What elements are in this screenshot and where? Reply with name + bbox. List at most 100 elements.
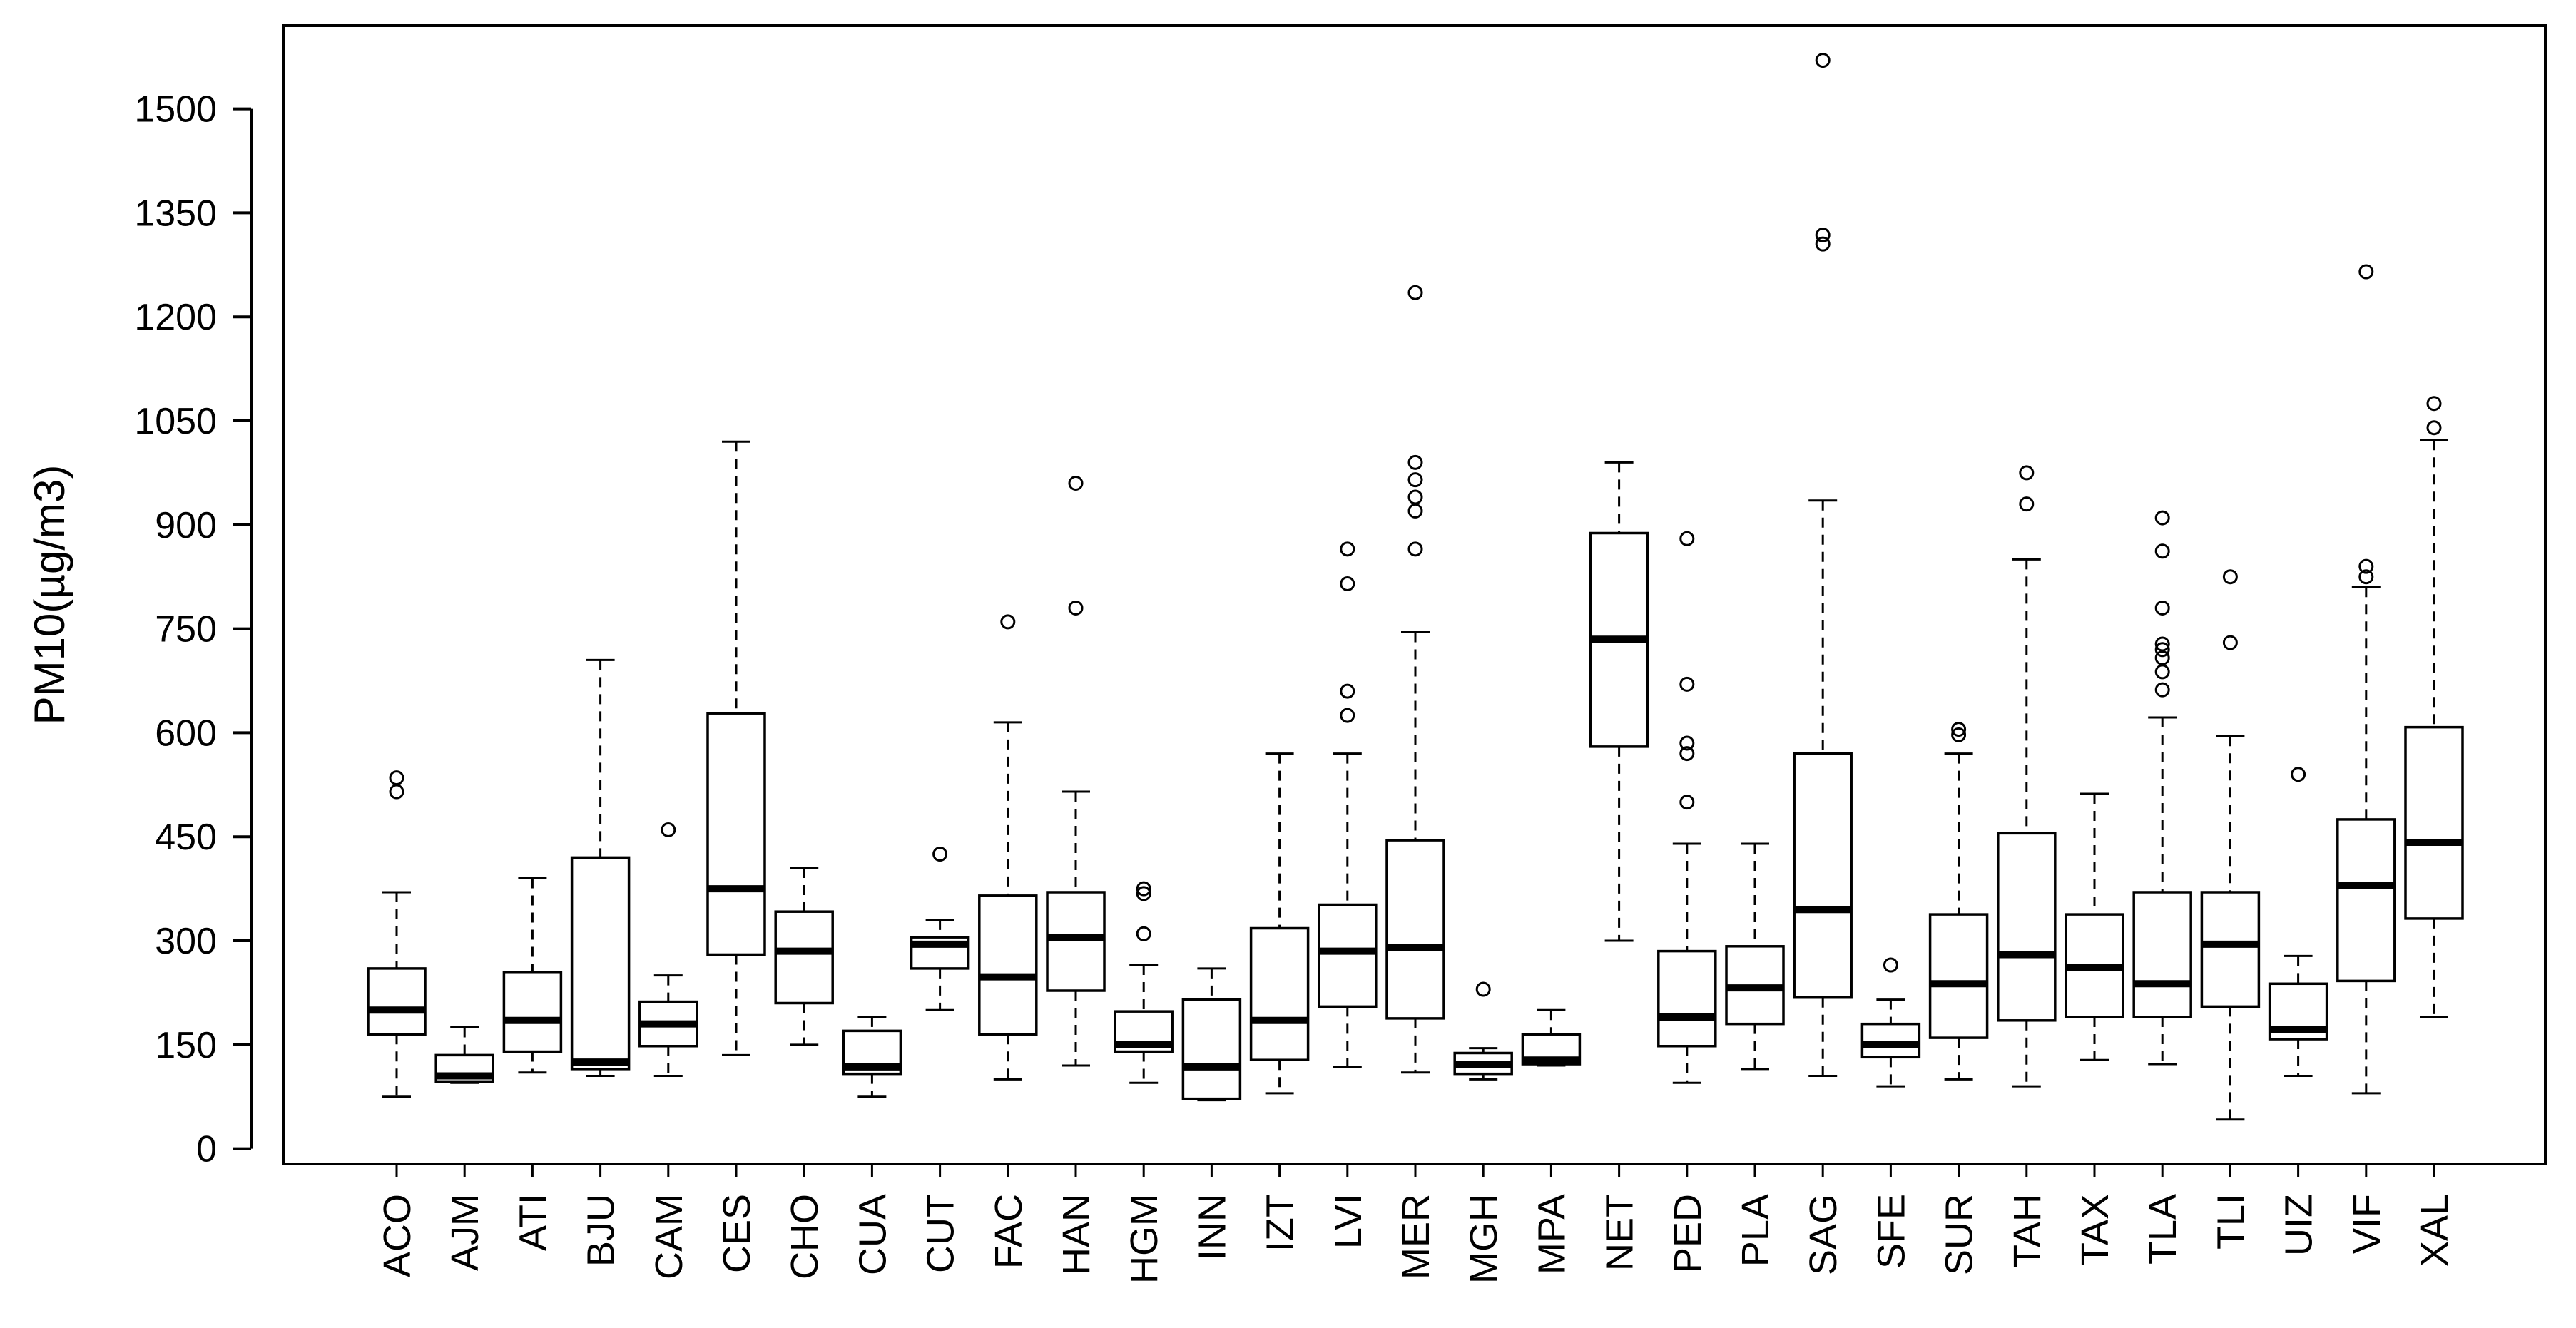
- iqr-box: [1249, 926, 1310, 1061]
- x-tick-label: INN: [1191, 1194, 1233, 1260]
- y-tick-label: 1050: [134, 401, 217, 442]
- box-fac: [978, 614, 1038, 1081]
- box-sfe: [1860, 957, 1921, 1088]
- y-axis-title: PM10(µg/m3): [26, 465, 73, 725]
- box-vif: [2336, 264, 2396, 1095]
- outlier-point: [2154, 510, 2170, 526]
- iqr-box: [1046, 891, 1106, 992]
- outlier-point: [1951, 727, 1967, 742]
- outlier-point: [2358, 264, 2374, 280]
- x-tick-label: HAN: [1055, 1194, 1098, 1275]
- iqr-box: [2336, 818, 2396, 983]
- iqr-box: [706, 712, 766, 956]
- outlier-point: [1340, 576, 1355, 591]
- x-tick-label: PLA: [1734, 1194, 1777, 1267]
- box-lvi: [1318, 541, 1378, 1068]
- iqr-box: [1385, 839, 1445, 1020]
- y-tick-label: 750: [155, 609, 217, 650]
- outlier-point: [389, 784, 404, 800]
- x-tick-label: SFE: [1870, 1194, 1913, 1269]
- x-tick-label: TLA: [2142, 1194, 2184, 1265]
- x-tick-label: MGH: [1462, 1194, 1505, 1284]
- box-mpa: [1521, 1008, 1582, 1067]
- outlier-point: [1883, 957, 1898, 973]
- x-tick-label: MER: [1395, 1194, 1437, 1280]
- box-bju: [570, 658, 631, 1078]
- iqr-box: [1928, 913, 1989, 1039]
- x-tick-label: TAH: [2006, 1194, 2049, 1268]
- box-tax: [2065, 792, 2124, 1061]
- x-tick-label: AJM: [444, 1194, 487, 1271]
- x-tick-label: XAL: [2413, 1194, 2456, 1267]
- x-tick-label: FAC: [987, 1194, 1030, 1269]
- outlier-point: [1815, 236, 1831, 252]
- outlier-point: [1679, 735, 1695, 751]
- outlier-point: [2222, 635, 2238, 650]
- box-xal: [2404, 396, 2464, 1018]
- x-tick-label: SUR: [1938, 1194, 1981, 1275]
- y-axis: 0 150 300 450 600 750 900 1050 1200 1350 1500: [134, 89, 253, 1170]
- box-ati: [502, 877, 563, 1074]
- iqr-box: [502, 971, 563, 1053]
- box-pla: [1725, 842, 1785, 1071]
- y-tick-label: 600: [155, 712, 217, 754]
- y-tick-label: 300: [155, 921, 217, 962]
- outlier-point: [1340, 708, 1355, 723]
- x-tick-label: MPA: [1530, 1194, 1573, 1275]
- x-tick-label: PED: [1666, 1194, 1709, 1273]
- y-tick-label: 1500: [134, 89, 217, 131]
- y-tick-label: 0: [196, 1129, 217, 1170]
- y-tick-label: 1200: [134, 297, 217, 338]
- iqr-box: [1793, 752, 1853, 999]
- box-ces: [706, 440, 766, 1056]
- outlier-point: [1068, 476, 1084, 491]
- iqr-box: [2200, 891, 2261, 1008]
- outlier-point: [661, 822, 676, 838]
- outlier-point: [1407, 489, 1423, 505]
- x-tick-label: SAG: [1802, 1194, 1845, 1275]
- x-tick-label: BJU: [580, 1194, 623, 1267]
- box-tla: [2132, 510, 2192, 1066]
- outlier-point: [1340, 683, 1355, 699]
- outlier-point: [1340, 541, 1355, 557]
- outlier-point: [1815, 228, 1831, 243]
- outlier-point: [1679, 795, 1695, 810]
- iqr-box: [1860, 1022, 1921, 1059]
- outlier-point: [1407, 472, 1423, 488]
- box-cho: [774, 867, 834, 1046]
- outlier-point: [2358, 558, 2374, 574]
- outlier-point: [2222, 569, 2238, 585]
- box-aco: [367, 770, 427, 1098]
- iqr-box: [2132, 891, 2192, 1018]
- box-sag: [1793, 53, 1853, 1078]
- outlier-point: [1679, 676, 1695, 692]
- box-mgh: [1453, 981, 1513, 1081]
- box-cut: [910, 847, 970, 1011]
- outlier-point: [2426, 420, 2442, 436]
- x-tick-label: ACO: [376, 1194, 419, 1277]
- iqr-box: [2404, 725, 2464, 920]
- outlier-point: [2154, 642, 2170, 658]
- outlier-point: [1951, 722, 1967, 737]
- box-cua: [842, 1016, 902, 1098]
- outlier-point: [2154, 636, 2170, 652]
- outlier-point: [2019, 496, 2035, 512]
- outlier-point: [2154, 600, 2170, 616]
- y-tick-label: 450: [155, 817, 217, 858]
- y-tick-label: 1350: [134, 193, 217, 234]
- outlier-point: [2154, 682, 2170, 698]
- outlier-point: [2154, 664, 2170, 680]
- outlier-point: [932, 847, 948, 862]
- box-hgm: [1114, 881, 1174, 1084]
- x-tick-label: ATI: [511, 1194, 554, 1251]
- iqr-box: [570, 856, 631, 1071]
- outlier-point: [1475, 981, 1491, 997]
- outlier-point: [1136, 881, 1151, 897]
- iqr-box: [1657, 949, 1717, 1048]
- outlier-point: [1815, 53, 1831, 68]
- box-mer: [1385, 285, 1445, 1074]
- x-tick-label: TAX: [2074, 1194, 2117, 1266]
- y-tick-label: 900: [155, 505, 217, 546]
- x-tick-label: NET: [1599, 1194, 1641, 1271]
